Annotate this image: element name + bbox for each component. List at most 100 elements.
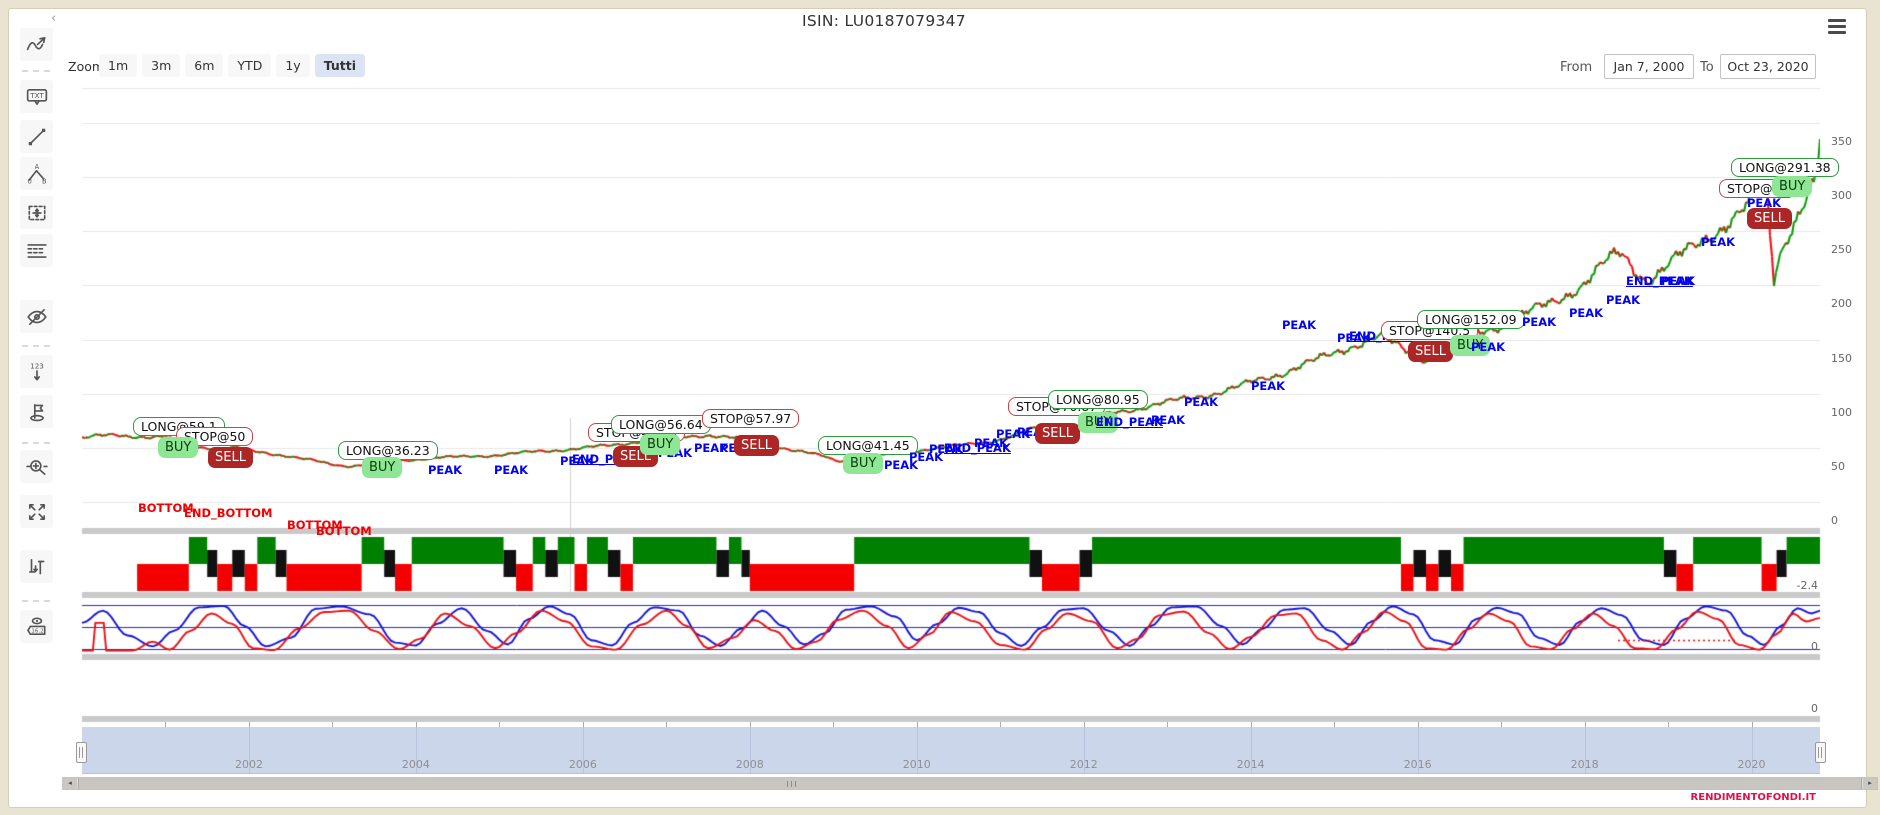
segment-line-button[interactable] — [20, 120, 53, 153]
long-entry-label[interactable]: LONG@56.64 — [611, 415, 711, 434]
peak-label[interactable]: PEAK — [1569, 306, 1604, 320]
segment-line-icon — [28, 128, 45, 145]
y-axis-label: 350 — [1831, 135, 1852, 149]
end-peak-label[interactable]: END_PEAK — [1096, 415, 1163, 429]
toolbar-collapse-icon[interactable]: ‹ — [51, 11, 57, 26]
zoom-xy-button[interactable] — [20, 450, 53, 483]
bottom-label[interactable]: BOTTOM — [287, 518, 343, 532]
navigator-left-handle[interactable] — [76, 742, 87, 763]
bottom-label[interactable]: BOTTOM — [316, 524, 372, 538]
flag-marker-button[interactable] — [20, 395, 53, 428]
zoom-button-6m[interactable]: 6m — [185, 54, 224, 77]
x-axis-tick — [1084, 722, 1085, 727]
peak-label[interactable]: PEAK — [560, 454, 595, 468]
buy-marker[interactable]: BUY — [158, 437, 199, 458]
toolbar-separator — [22, 600, 50, 602]
x-axis-tick — [332, 722, 333, 727]
peak-label[interactable]: PEAK — [1337, 331, 1372, 345]
zoom-button-ytd[interactable]: YTD — [228, 54, 272, 77]
fullscreen-button[interactable] — [20, 495, 53, 528]
sell-marker[interactable]: SELL — [734, 435, 779, 456]
peak-label[interactable]: PEAK — [694, 441, 729, 455]
zoom-button-3m[interactable]: 3m — [142, 54, 181, 77]
peak-label[interactable]: PEAK — [1282, 318, 1317, 332]
from-date-input[interactable] — [1604, 54, 1694, 79]
peak-label[interactable]: PEAK — [1151, 413, 1186, 427]
peak-label[interactable]: PEAK — [1471, 340, 1506, 354]
sell-marker[interactable]: SELL — [208, 447, 253, 468]
scrollbar-grip — [795, 781, 796, 787]
long-entry-label[interactable]: LONG@80.95 — [1048, 390, 1148, 409]
buy-marker[interactable]: BUY — [640, 434, 681, 455]
to-date-input[interactable] — [1720, 54, 1816, 79]
current-price-indicator-button[interactable]: 16.2 — [20, 610, 53, 643]
peak-label[interactable]: PEAK — [1661, 274, 1696, 288]
peak-label[interactable]: PEAK — [974, 436, 1009, 450]
zoom-button-1m[interactable]: 1m — [99, 54, 138, 77]
peak-label[interactable]: PEAK — [1184, 395, 1219, 409]
zoom-buttons-group: 1m 3m 6m YTD 1y Tutti — [99, 54, 365, 77]
sell-marker[interactable]: SELL — [1747, 208, 1792, 229]
stop-loss-label[interactable]: STOP@57.97 — [702, 409, 800, 428]
long-entry-label[interactable]: LONG@152.09 — [1417, 310, 1525, 329]
zoom-button-1y[interactable]: 1y — [276, 54, 310, 77]
peak-label[interactable]: PEAK — [1606, 293, 1641, 307]
scrollbar-grip — [787, 781, 788, 787]
end-peak-label[interactable]: END_PEAK — [1626, 274, 1693, 288]
annotate-text-button[interactable]: TXT — [20, 80, 53, 113]
scroll-right-arrow[interactable]: ▸ — [1863, 778, 1877, 789]
peak-label[interactable]: PEAK — [996, 427, 1031, 441]
x-axis-tick — [1167, 722, 1168, 727]
peak-label[interactable]: PEAK — [1747, 196, 1782, 210]
toggle-annotations-button[interactable] — [20, 300, 53, 333]
buy-marker[interactable]: BUY — [1772, 176, 1813, 197]
buy-marker[interactable]: BUY — [1078, 412, 1119, 433]
from-label: From — [1560, 60, 1593, 75]
navigator-year-label: 2002 — [234, 758, 263, 771]
indicators-icon — [26, 36, 46, 50]
navigator[interactable]: 2002 2004 2006 2008 2010 2012 2014 2016 2018 2020 — [82, 727, 1820, 774]
peak-label[interactable]: PEAK — [929, 442, 964, 456]
navigator-tick — [916, 727, 918, 773]
long-entry-label[interactable]: LONG@291.38 — [1731, 158, 1839, 177]
watermark: RENDIMENTOFONDI.IT — [1690, 792, 1816, 803]
parallel-lines-button[interactable] — [20, 234, 53, 267]
buy-marker[interactable]: BUY — [843, 453, 884, 474]
ohlc-series-icon — [28, 558, 44, 574]
peak-label[interactable]: PEAK — [1701, 235, 1736, 249]
peak-label[interactable]: PEAK — [884, 458, 919, 472]
vertical-counter-button[interactable]: 123 — [20, 355, 53, 388]
toggle-annotations-icon — [26, 308, 47, 325]
peak-label[interactable]: PEAK — [428, 463, 463, 477]
chart-title: ISIN: LU0187079347 — [802, 12, 966, 30]
sell-marker[interactable]: SELL — [1408, 341, 1453, 362]
fullscreen-icon — [28, 503, 45, 520]
annotate-text-icon: TXT — [26, 88, 47, 105]
sell-marker[interactable]: SELL — [1035, 423, 1080, 444]
peak-label[interactable]: PEAK — [494, 463, 529, 477]
buy-marker[interactable]: BUY — [362, 457, 403, 478]
scrollbar-thumb[interactable] — [78, 778, 1862, 789]
scrollbar[interactable]: ◂ ▸ — [62, 777, 1878, 790]
navigator-right-handle[interactable] — [1815, 742, 1826, 763]
x-axis-tick — [917, 722, 918, 727]
indicators-button[interactable] — [20, 28, 53, 61]
peak-label[interactable]: PEAK — [1251, 379, 1286, 393]
svg-text:16.2: 16.2 — [31, 628, 43, 634]
y-axis-label: 300 — [1831, 189, 1852, 203]
peak-label[interactable]: PEAK — [1522, 315, 1557, 329]
navigator-tick — [1417, 727, 1419, 773]
context-menu-button[interactable] — [1828, 19, 1846, 37]
trend-panel-label: -2.4 — [1796, 579, 1818, 592]
scroll-left-arrow[interactable]: ◂ — [63, 778, 77, 789]
end-bottom-label[interactable]: END_BOTTOM — [184, 506, 273, 520]
end-peak-label[interactable]: END_PEAK — [944, 441, 1011, 455]
ohlc-series-button[interactable] — [20, 550, 53, 583]
peak-label[interactable]: PEAK — [909, 450, 944, 464]
zoom-button-tutti[interactable]: Tutti — [314, 54, 365, 77]
measure-area-button[interactable] — [20, 196, 53, 229]
buy-marker[interactable]: BUY — [1450, 335, 1491, 356]
bottom-label[interactable]: BOTTOM — [138, 501, 194, 515]
